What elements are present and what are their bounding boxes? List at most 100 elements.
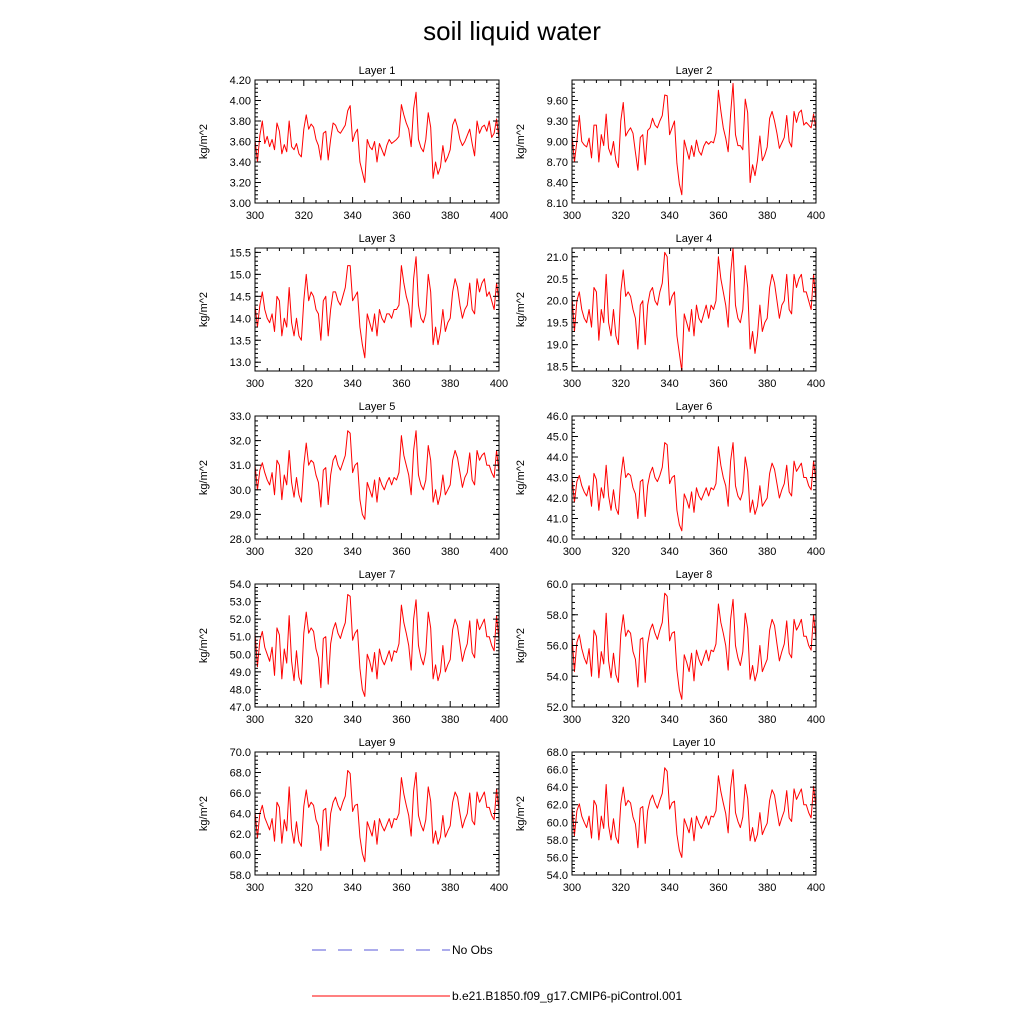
panel-layer-6: 300 320 340 360 380 400 40.0 41.0 42.0 43.0 44.0 45… xyxy=(515,401,825,558)
series-line-layer-5 xyxy=(254,430,500,520)
panel-title-layer-2: Layer 2 xyxy=(676,65,713,77)
y-tick-label: 62.0 xyxy=(547,800,568,812)
y-tick-label: 28.0 xyxy=(230,534,251,546)
y-axis-label-layer-7: kg/m^2 xyxy=(198,628,210,663)
x-tick-label: 380 xyxy=(758,546,776,558)
x-tick-label: 360 xyxy=(709,546,727,558)
y-tick-label: 56.0 xyxy=(547,852,568,864)
x-tick-label: 300 xyxy=(246,546,264,558)
panel-layer-4: 300 320 340 360 380 400 18.5 19.0 19.5 20.0 20.5 21… xyxy=(515,233,825,390)
panel-title-layer-5: Layer 5 xyxy=(359,401,396,413)
y-tick-label: 53.0 xyxy=(230,597,251,609)
legend-label-model: b.e21.B1850.f09_g17.CMIP6-piControl.001 xyxy=(452,989,682,1003)
x-tick-label: 300 xyxy=(246,378,264,390)
y-tick-label: 33.0 xyxy=(230,411,251,423)
y-tick-label: 9.30 xyxy=(547,116,568,128)
x-tick-label: 340 xyxy=(343,882,361,894)
y-tick-label: 8.40 xyxy=(547,178,568,190)
y-tick-label: 29.0 xyxy=(230,509,251,521)
series-line-layer-6 xyxy=(571,442,817,532)
y-tick-label: 45.0 xyxy=(547,432,568,444)
y-tick-label: 20.0 xyxy=(547,296,568,308)
y-tick-label: 44.0 xyxy=(547,452,568,464)
x-tick-label: 360 xyxy=(709,882,727,894)
panel-layer-8: 300 320 340 360 380 400 52.0 54.0 56.0 58.0 60.0 La… xyxy=(515,569,825,726)
y-tick-label: 70.0 xyxy=(230,747,251,759)
panel-title-layer-1: Layer 1 xyxy=(359,65,396,77)
y-axis-label-layer-3: kg/m^2 xyxy=(198,292,210,327)
y-axis-label-layer-2: kg/m^2 xyxy=(515,124,527,159)
panel-layer-10: 300 320 340 360 380 400 54.0 56.0 58.0 60.0 62.0 64… xyxy=(515,737,825,894)
y-tick-label: 13.0 xyxy=(230,357,251,369)
y-axis-label-layer-10: kg/m^2 xyxy=(515,796,527,831)
y-tick-label: 47.0 xyxy=(230,702,251,714)
x-tick-label: 360 xyxy=(709,210,727,222)
series-line-layer-7 xyxy=(254,594,500,697)
panel-layer-5: 300 320 340 360 380 400 28.0 29.0 30.0 31.0 32.0 33… xyxy=(198,401,508,558)
x-tick-label: 360 xyxy=(392,378,410,390)
x-tick-label: 300 xyxy=(246,714,264,726)
x-tick-label: 380 xyxy=(441,546,459,558)
y-tick-label: 3.40 xyxy=(230,157,251,169)
x-tick-label: 340 xyxy=(660,882,678,894)
y-tick-label: 3.80 xyxy=(230,116,251,128)
x-tick-label: 360 xyxy=(709,378,727,390)
y-tick-label: 54.0 xyxy=(547,671,568,683)
y-tick-label: 43.0 xyxy=(547,473,568,485)
y-tick-label: 3.00 xyxy=(230,198,251,210)
x-tick-label: 360 xyxy=(392,210,410,222)
x-tick-label: 300 xyxy=(246,882,264,894)
y-tick-label: 60.0 xyxy=(230,850,251,862)
x-tick-label: 320 xyxy=(295,210,313,222)
x-tick-label: 340 xyxy=(343,546,361,558)
y-tick-label: 9.00 xyxy=(547,137,568,149)
panel-title-layer-7: Layer 7 xyxy=(359,569,396,581)
y-tick-label: 19.5 xyxy=(547,318,568,330)
panel-title-layer-4: Layer 4 xyxy=(676,233,713,245)
y-tick-label: 68.0 xyxy=(230,768,251,780)
x-tick-label: 340 xyxy=(660,546,678,558)
y-tick-label: 58.0 xyxy=(547,835,568,847)
y-axis-label-layer-9: kg/m^2 xyxy=(198,796,210,831)
y-tick-label: 60.0 xyxy=(547,817,568,829)
y-tick-label: 30.0 xyxy=(230,485,251,497)
x-tick-label: 400 xyxy=(807,714,825,726)
series-line-layer-3 xyxy=(254,256,500,359)
legend-label-no-obs: No Obs xyxy=(452,943,493,957)
y-tick-label: 60.0 xyxy=(547,579,568,591)
x-tick-label: 380 xyxy=(441,882,459,894)
y-axis-label-layer-8: kg/m^2 xyxy=(515,628,527,663)
x-tick-label: 340 xyxy=(343,378,361,390)
series-line-layer-2 xyxy=(571,82,817,196)
y-tick-label: 64.0 xyxy=(230,809,251,821)
y-tick-label: 3.60 xyxy=(230,137,251,149)
legend: No Obs b.e21.B1850.f09_g17.CMIP6-piContr… xyxy=(312,943,682,1003)
y-tick-label: 52.0 xyxy=(547,702,568,714)
x-tick-label: 400 xyxy=(807,882,825,894)
x-tick-label: 400 xyxy=(490,378,508,390)
y-axis-label-layer-5: kg/m^2 xyxy=(198,460,210,495)
y-tick-label: 15.5 xyxy=(230,247,251,259)
series-line-layer-8 xyxy=(571,592,817,700)
y-tick-label: 13.5 xyxy=(230,335,251,347)
y-tick-label: 58.0 xyxy=(230,870,251,882)
panel-layer-1: 300 320 340 360 380 400 3.00 3.20 3.40 3.60 3.80 4.… xyxy=(198,65,508,222)
x-tick-label: 320 xyxy=(612,714,630,726)
y-tick-label: 20.5 xyxy=(547,274,568,286)
panel-layer-2: 300 320 340 360 380 400 8.10 8.40 8.70 9.00 9.30 9.… xyxy=(515,65,825,222)
y-tick-label: 48.0 xyxy=(230,684,251,696)
y-tick-label: 9.60 xyxy=(547,96,568,108)
x-tick-label: 380 xyxy=(758,882,776,894)
x-tick-label: 340 xyxy=(343,210,361,222)
y-tick-label: 64.0 xyxy=(547,782,568,794)
y-tick-label: 41.0 xyxy=(547,514,568,526)
y-tick-label: 18.5 xyxy=(547,362,568,374)
x-tick-label: 320 xyxy=(612,546,630,558)
figure-title: soil liquid water xyxy=(423,16,601,46)
x-tick-label: 340 xyxy=(660,714,678,726)
y-tick-label: 52.0 xyxy=(230,614,251,626)
x-tick-label: 400 xyxy=(490,882,508,894)
panel-layer-9: 300 320 340 360 380 400 58.0 60.0 62.0 64.0 66.0 68… xyxy=(198,737,508,894)
y-tick-label: 31.0 xyxy=(230,460,251,472)
y-tick-label: 42.0 xyxy=(547,493,568,505)
